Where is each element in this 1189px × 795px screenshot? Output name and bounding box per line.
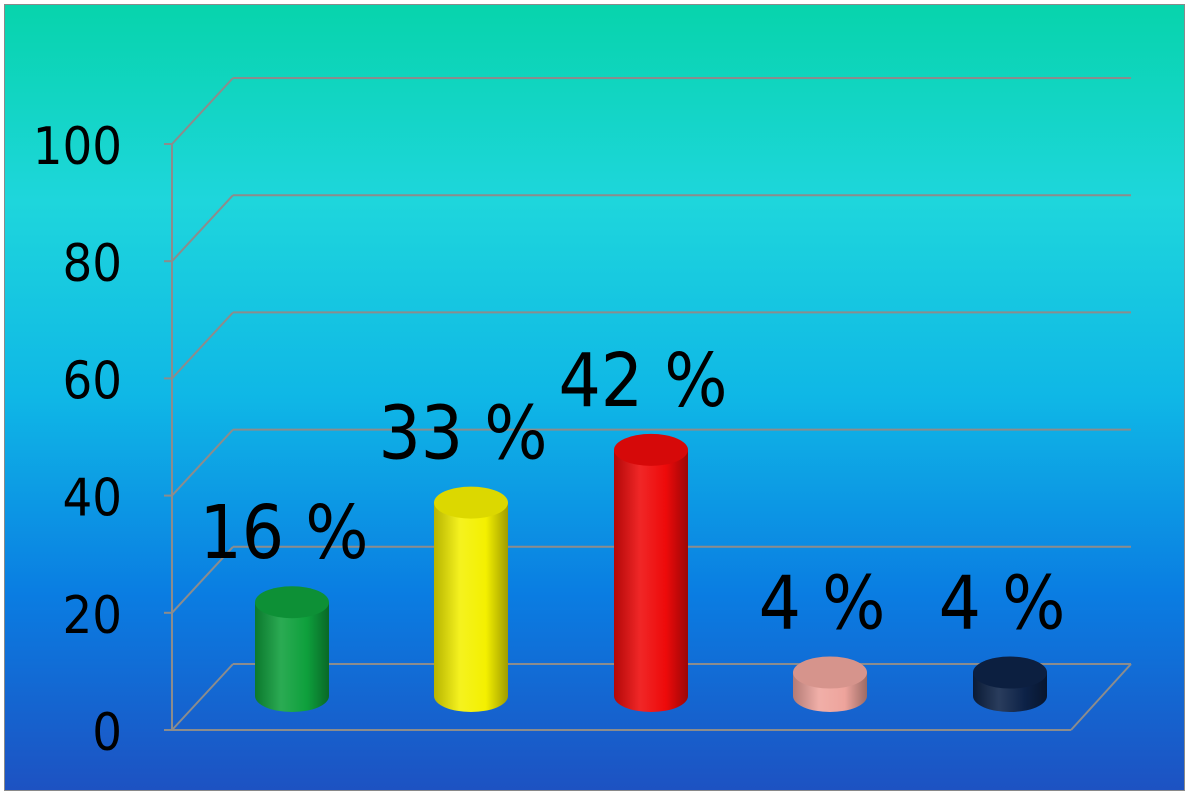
data-label: 4 %: [939, 561, 1066, 647]
y-tick-label: 40: [62, 469, 122, 529]
data-label: 33 %: [378, 391, 547, 477]
gridline-diagonal: [171, 77, 234, 145]
bar-body: [434, 502, 508, 712]
bar: [793, 656, 867, 712]
gridline-diagonal: [171, 546, 234, 614]
bar: [434, 486, 508, 712]
gridline-diagonal: [171, 663, 234, 731]
y-tick-label: 20: [62, 586, 122, 646]
bars: [255, 433, 1047, 712]
gridlines: [164, 77, 1132, 731]
floor-right-edge: [1070, 663, 1132, 731]
gridline-diagonal: [171, 311, 234, 380]
bar-top: [973, 656, 1047, 689]
bar-top: [793, 656, 867, 689]
bar: [614, 433, 688, 712]
data-label: 4 %: [759, 561, 886, 647]
bar-top: [614, 433, 688, 466]
y-tick-label: 0: [92, 703, 122, 763]
bar-top: [255, 586, 329, 619]
data-labels: 16 %33 %42 % 4 % 4 %: [199, 338, 1065, 647]
y-tick-label: 100: [33, 117, 122, 177]
bar-top: [434, 486, 508, 519]
data-label: 16 %: [199, 490, 368, 576]
bar-body: [614, 449, 688, 712]
bar: [255, 586, 329, 712]
y-tick-label: 60: [62, 351, 122, 411]
data-label: 42 %: [558, 338, 727, 424]
gridline-diagonal: [171, 428, 234, 497]
bar-body: [255, 602, 329, 712]
y-tick-label: 80: [62, 234, 122, 294]
y-axis-tick-labels: 0 20 40 60 80 100: [33, 117, 122, 763]
bar: [973, 656, 1047, 712]
gridline-diagonal: [171, 194, 234, 262]
